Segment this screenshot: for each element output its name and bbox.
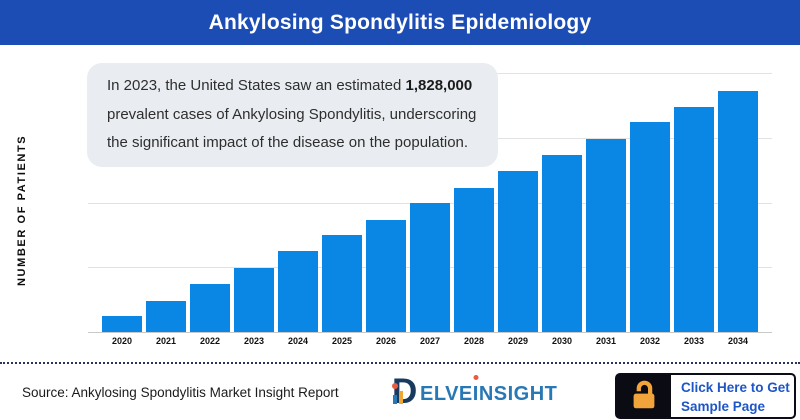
logo-letter-i-glyph: I xyxy=(472,383,479,405)
delveinsight-logo: D ELVE INSIGHT xyxy=(392,374,557,410)
bar-2031 xyxy=(586,139,626,332)
x-axis-label: 2032 xyxy=(639,336,661,346)
bar-2022 xyxy=(190,284,230,332)
logo-chart-dot-icon xyxy=(392,383,398,389)
cta-line2: Sample Page xyxy=(681,398,766,414)
bar-column: 2024 xyxy=(278,73,318,346)
bar-2021 xyxy=(146,301,186,332)
header-bar: Ankylosing Spondylitis Epidemiology xyxy=(0,0,800,45)
x-axis-label: 2029 xyxy=(507,336,529,346)
logo-chart-bar-icon xyxy=(399,391,403,404)
x-axis-label: 2023 xyxy=(243,336,265,346)
bar-2027 xyxy=(410,203,450,332)
x-axis-label: 2025 xyxy=(331,336,353,346)
cta-label: Click Here to Get Sample Page xyxy=(671,375,794,417)
logo-letter-i: I xyxy=(472,375,479,410)
x-axis-label: 2030 xyxy=(551,336,573,346)
logo-i-dot-icon xyxy=(473,375,479,380)
bar-2030 xyxy=(542,155,582,332)
bar-column: 2021 xyxy=(146,73,186,346)
logo-wordmark-part1: ELVE xyxy=(420,383,473,405)
x-axis-label: 2024 xyxy=(287,336,309,346)
bar-column: 2020 xyxy=(102,73,142,346)
x-axis-label: 2022 xyxy=(199,336,221,346)
bar-column: 2028 xyxy=(454,73,494,346)
bar-2028 xyxy=(454,188,494,332)
bar-column: 2025 xyxy=(322,73,362,346)
bar-column: 2031 xyxy=(586,73,626,346)
footer: Source: Ankylosing Spondylitis Market In… xyxy=(0,362,800,420)
x-axis-label: 2033 xyxy=(683,336,705,346)
x-axis-label: 2031 xyxy=(595,336,617,346)
chart-area: NUMBER OF PATIENTS 2020 2021 2022 2023 2024 2… xyxy=(0,45,800,362)
logo-wordmark: ELVE INSIGHT xyxy=(420,375,558,410)
bar-2026 xyxy=(366,220,406,332)
callout-box: In 2023, the United States saw an estima… xyxy=(87,63,498,167)
x-axis-label: 2028 xyxy=(463,336,485,346)
bar-2033 xyxy=(674,107,714,332)
bar-column: 2032 xyxy=(630,73,670,346)
logo-d-monogram: D xyxy=(392,374,420,410)
callout-text-before: In 2023, the United States saw an estima… xyxy=(107,77,406,94)
bar-2024 xyxy=(278,251,318,332)
x-axis-label: 2021 xyxy=(155,336,177,346)
y-axis-title: NUMBER OF PATIENTS xyxy=(16,134,28,286)
bar-column: 2033 xyxy=(674,73,714,346)
logo-letter-d: D xyxy=(392,372,418,411)
bar-2029 xyxy=(498,171,538,332)
source-text: Source: Ankylosing Spondylitis Market In… xyxy=(22,385,339,400)
callout-highlight: 1,828,000 xyxy=(405,77,473,94)
bar-2025 xyxy=(322,235,362,332)
x-axis-label: 2034 xyxy=(727,336,749,346)
lock-icon-badge xyxy=(617,375,671,417)
callout-text-after: prevalent cases of Ankylosing Spondyliti… xyxy=(107,105,477,152)
plot-area: 2020 2021 2022 2023 2024 2025 2026 2027 2028 2029… xyxy=(88,73,772,346)
cta-line1: Click Here to Get xyxy=(681,380,790,395)
x-axis-label: 2026 xyxy=(375,336,397,346)
bar-2023 xyxy=(234,268,274,332)
unlocked-padlock-icon xyxy=(633,380,655,409)
bar-column: 2026 xyxy=(366,73,406,346)
x-axis-label: 2027 xyxy=(419,336,441,346)
callout-text: In 2023, the United States saw an estima… xyxy=(107,72,478,158)
x-axis-label: 2020 xyxy=(111,336,133,346)
sample-page-button[interactable]: Click Here to Get Sample Page xyxy=(615,373,796,419)
page-title: Ankylosing Spondylitis Epidemiology xyxy=(208,10,592,34)
bar-column: 2030 xyxy=(542,73,582,346)
bar-column: 2022 xyxy=(190,73,230,346)
bar-2032 xyxy=(630,122,670,332)
bar-column: 2023 xyxy=(234,73,274,346)
bar-column: 2027 xyxy=(410,73,450,346)
bar-column: 2029 xyxy=(498,73,538,346)
bar-2020 xyxy=(102,316,142,332)
bars-container: 2020 2021 2022 2023 2024 2025 2026 2027 2028 2029… xyxy=(88,73,772,346)
bar-2034 xyxy=(718,91,758,332)
bar-column: 2034 xyxy=(718,73,758,346)
logo-wordmark-part2: NSIGHT xyxy=(478,383,558,405)
logo-chart-bar-icon xyxy=(393,395,397,404)
